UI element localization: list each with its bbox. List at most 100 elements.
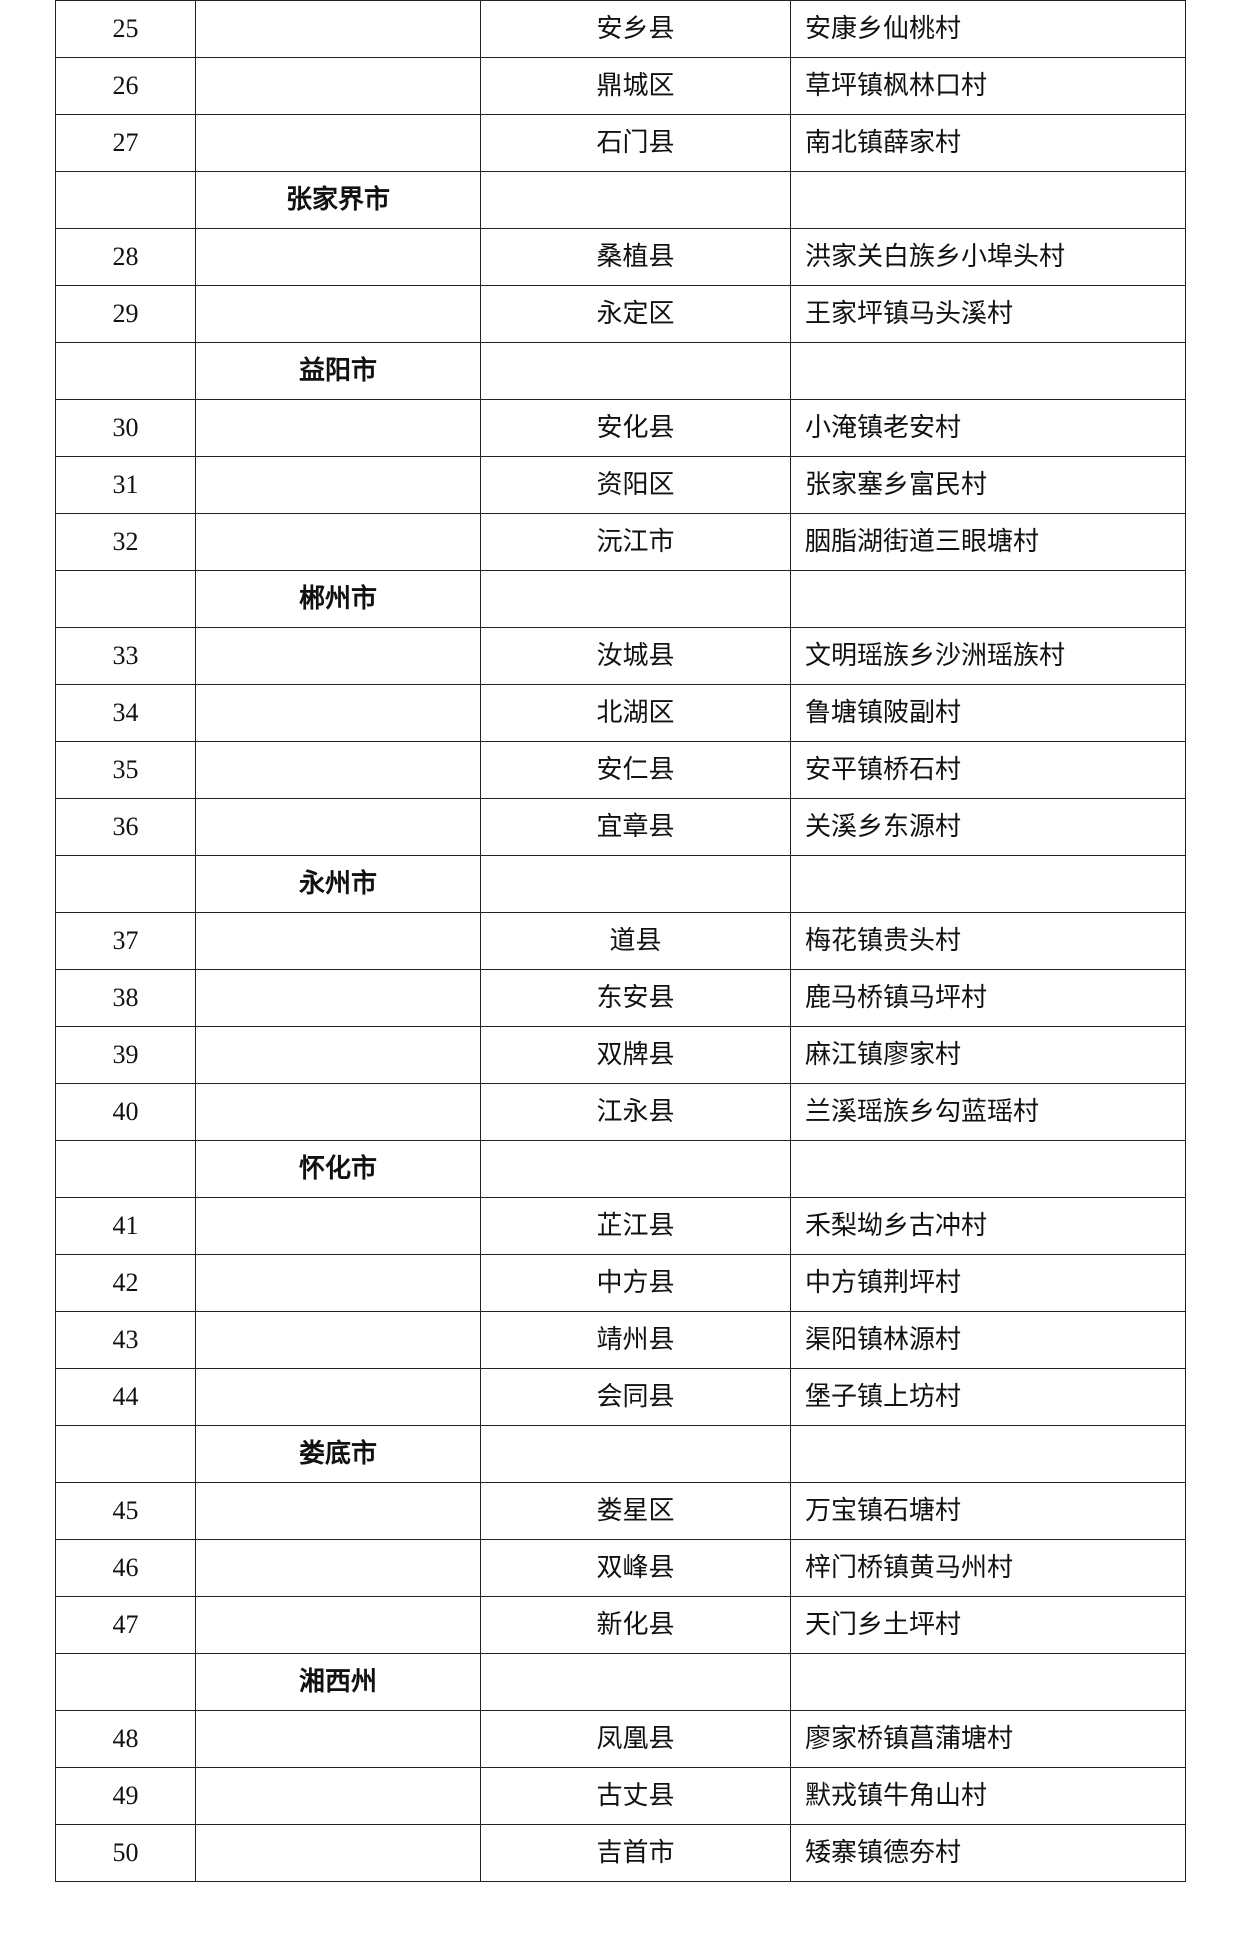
city-cell <box>195 1026 481 1084</box>
city-header-row: 张家界市 <box>55 171 1186 229</box>
city-cell: 娄底市 <box>195 1425 481 1483</box>
village-cell: 禾梨坳乡古冲村 <box>790 1197 1186 1255</box>
row-number-cell: 35 <box>55 741 196 799</box>
district-cell: 永定区 <box>480 285 791 343</box>
district-cell: 双峰县 <box>480 1539 791 1597</box>
city-cell <box>195 114 481 172</box>
table-row: 32 沅江市 胭脂湖街道三眼塘村 <box>55 513 1186 571</box>
city-cell <box>195 1710 481 1768</box>
row-number-cell: 36 <box>55 798 196 856</box>
village-cell: 矮寨镇德夯村 <box>790 1824 1186 1882</box>
village-cell <box>790 570 1186 628</box>
city-header-row: 永州市 <box>55 855 1186 913</box>
table-row: 43 靖州县 渠阳镇林源村 <box>55 1311 1186 1369</box>
table-row: 30 安化县 小淹镇老安村 <box>55 399 1186 457</box>
city-header-row: 益阳市 <box>55 342 1186 400</box>
row-number-cell: 26 <box>55 57 196 115</box>
city-header-row: 怀化市 <box>55 1140 1186 1198</box>
row-number-cell: 48 <box>55 1710 196 1768</box>
district-cell: 北湖区 <box>480 684 791 742</box>
village-cell: 张家塞乡富民村 <box>790 456 1186 514</box>
row-number-cell: 41 <box>55 1197 196 1255</box>
district-cell <box>480 570 791 628</box>
district-cell <box>480 1140 791 1198</box>
district-cell: 古丈县 <box>480 1767 791 1825</box>
village-cell: 兰溪瑶族乡勾蓝瑶村 <box>790 1083 1186 1141</box>
table-row: 27 石门县 南北镇薛家村 <box>55 114 1186 172</box>
city-cell <box>195 627 481 685</box>
city-cell <box>195 513 481 571</box>
city-header-row: 娄底市 <box>55 1425 1186 1483</box>
city-cell <box>195 1767 481 1825</box>
village-cell: 安平镇桥石村 <box>790 741 1186 799</box>
row-number-cell <box>55 1653 196 1711</box>
village-cell: 梓门桥镇黄马州村 <box>790 1539 1186 1597</box>
city-cell <box>195 741 481 799</box>
table-row: 29 永定区 王家坪镇马头溪村 <box>55 285 1186 343</box>
city-cell: 湘西州 <box>195 1653 481 1711</box>
city-cell <box>195 1311 481 1369</box>
village-cell: 天门乡土坪村 <box>790 1596 1186 1654</box>
district-cell: 靖州县 <box>480 1311 791 1369</box>
row-number-cell <box>55 1140 196 1198</box>
row-number-cell <box>55 171 196 229</box>
table-row: 33 汝城县 文明瑶族乡沙洲瑶族村 <box>55 627 1186 685</box>
district-cell: 娄星区 <box>480 1482 791 1540</box>
village-cell: 渠阳镇林源村 <box>790 1311 1186 1369</box>
village-cell <box>790 1653 1186 1711</box>
row-number-cell: 43 <box>55 1311 196 1369</box>
city-cell <box>195 399 481 457</box>
district-cell: 道县 <box>480 912 791 970</box>
city-cell <box>195 1368 481 1426</box>
district-cell: 吉首市 <box>480 1824 791 1882</box>
row-number-cell: 49 <box>55 1767 196 1825</box>
city-cell <box>195 1596 481 1654</box>
district-cell: 凤凰县 <box>480 1710 791 1768</box>
row-number-cell: 50 <box>55 1824 196 1882</box>
row-number-cell: 28 <box>55 228 196 286</box>
village-cell: 胭脂湖街道三眼塘村 <box>790 513 1186 571</box>
table-row: 28 桑植县 洪家关白族乡小埠头村 <box>55 228 1186 286</box>
city-cell <box>195 798 481 856</box>
row-number-cell <box>55 342 196 400</box>
row-number-cell: 44 <box>55 1368 196 1426</box>
table-row: 41 芷江县 禾梨坳乡古冲村 <box>55 1197 1186 1255</box>
district-cell <box>480 171 791 229</box>
village-cell <box>790 1140 1186 1198</box>
city-cell <box>195 1482 481 1540</box>
city-cell <box>195 456 481 514</box>
row-number-cell <box>55 855 196 913</box>
city-cell <box>195 912 481 970</box>
table-row: 35 安仁县 安平镇桥石村 <box>55 741 1186 799</box>
village-cell: 安康乡仙桃村 <box>790 0 1186 58</box>
table-row: 37 道县 梅花镇贵头村 <box>55 912 1186 970</box>
district-cell: 双牌县 <box>480 1026 791 1084</box>
village-cell: 草坪镇枫林口村 <box>790 57 1186 115</box>
city-cell <box>195 969 481 1027</box>
village-list-table: 25 安乡县 安康乡仙桃村 26 鼎城区 草坪镇枫林口村 27 石门县 南北镇薛家村 张家界市 28… <box>55 0 1186 1882</box>
table-row: 26 鼎城区 草坪镇枫林口村 <box>55 57 1186 115</box>
city-cell: 张家界市 <box>195 171 481 229</box>
city-cell <box>195 285 481 343</box>
table-row: 31 资阳区 张家塞乡富民村 <box>55 456 1186 514</box>
city-cell <box>195 228 481 286</box>
row-number-cell: 32 <box>55 513 196 571</box>
city-cell <box>195 1083 481 1141</box>
village-cell <box>790 855 1186 913</box>
district-cell <box>480 855 791 913</box>
village-cell: 梅花镇贵头村 <box>790 912 1186 970</box>
village-cell <box>790 1425 1186 1483</box>
table-row: 46 双峰县 梓门桥镇黄马州村 <box>55 1539 1186 1597</box>
row-number-cell: 45 <box>55 1482 196 1540</box>
city-cell <box>195 684 481 742</box>
village-cell: 南北镇薛家村 <box>790 114 1186 172</box>
village-cell: 文明瑶族乡沙洲瑶族村 <box>790 627 1186 685</box>
district-cell: 石门县 <box>480 114 791 172</box>
village-cell: 小淹镇老安村 <box>790 399 1186 457</box>
table-row: 42 中方县 中方镇荆坪村 <box>55 1254 1186 1312</box>
table-row: 39 双牌县 麻江镇廖家村 <box>55 1026 1186 1084</box>
district-cell <box>480 1425 791 1483</box>
village-cell: 关溪乡东源村 <box>790 798 1186 856</box>
table-body: 25 安乡县 安康乡仙桃村 26 鼎城区 草坪镇枫林口村 27 石门县 南北镇薛家村 张家界市 28… <box>55 0 1186 1882</box>
row-number-cell: 31 <box>55 456 196 514</box>
